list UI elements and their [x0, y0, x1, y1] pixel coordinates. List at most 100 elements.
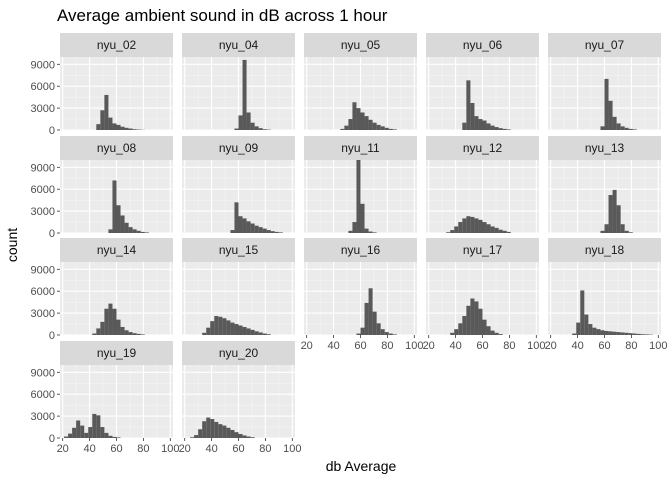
histogram-bar — [580, 290, 585, 335]
histogram-bar — [616, 332, 621, 335]
facet-label: nyu_09 — [219, 141, 259, 155]
histogram-bar — [112, 180, 117, 233]
histogram-bar — [108, 435, 113, 438]
histogram-bar — [486, 224, 491, 233]
histogram-bar — [238, 433, 243, 438]
facet-panel: nyu_05 — [304, 33, 417, 131]
histogram-bar — [258, 227, 263, 233]
facet-label: nyu_16 — [341, 243, 381, 257]
histogram-bar — [636, 333, 641, 335]
histogram-bar — [210, 321, 215, 335]
x-tick-label: 60 — [110, 443, 122, 455]
histogram-bar — [116, 437, 121, 438]
histogram-bar — [222, 425, 227, 438]
histogram-bar — [380, 329, 385, 335]
histogram-bar — [64, 436, 69, 438]
x-tick-label: 80 — [625, 340, 637, 352]
histogram-bar — [92, 413, 97, 438]
histogram-bar — [96, 124, 101, 130]
histogram-bar — [502, 230, 507, 233]
histogram-bar — [100, 427, 105, 438]
facet-panel: nyu_18 20 40 60 80 100 — [545, 238, 667, 352]
histogram-bar — [584, 314, 589, 335]
histogram-bar — [462, 218, 467, 233]
facet-strip — [304, 33, 417, 57]
histogram-bar — [344, 125, 349, 130]
histogram-bar — [632, 129, 637, 130]
histogram-bar — [478, 219, 483, 233]
y-tick-label: 3000 — [31, 206, 55, 218]
histogram-bar — [198, 429, 203, 438]
x-tick-label: 20 — [545, 340, 557, 352]
histogram-bar — [640, 334, 645, 335]
facet-panel: nyu_08 0 3000 6000 9000 — [31, 136, 173, 240]
y-tick-label: 3000 — [31, 308, 55, 320]
histogram-bar — [470, 298, 475, 335]
y-tick-label: 6000 — [31, 286, 55, 298]
histogram-bar — [234, 324, 239, 335]
x-tick-label: 20 — [301, 340, 313, 352]
histogram-bar — [72, 427, 77, 438]
facet-strip — [548, 136, 661, 160]
histogram-bar — [446, 232, 451, 233]
facet-label: nyu_04 — [219, 38, 259, 52]
histogram-bar — [604, 330, 609, 335]
facet-strip — [60, 341, 173, 365]
x-tick-label: 60 — [598, 340, 610, 352]
facet-panel: nyu_13 — [548, 136, 661, 234]
histogram-bar — [246, 112, 251, 130]
histogram-bar — [258, 128, 263, 130]
histogram-bar — [620, 126, 625, 130]
histogram-bar — [132, 229, 137, 233]
histogram-bar — [238, 216, 243, 233]
histogram-bar — [246, 221, 251, 233]
facet-label: nyu_17 — [463, 243, 503, 257]
x-tick-label: 40 — [83, 443, 95, 455]
histogram-bar — [506, 129, 511, 130]
histogram-bar — [222, 318, 227, 335]
histogram-bar — [620, 332, 625, 335]
histogram-bar — [242, 218, 247, 233]
histogram-bar — [132, 129, 137, 130]
histogram-bar — [376, 124, 381, 130]
histogram-bar — [234, 432, 239, 438]
x-tick-label: 20 — [423, 340, 435, 352]
histogram-bar — [620, 224, 625, 233]
histogram-bar — [604, 78, 609, 130]
histogram-bar — [218, 424, 223, 438]
facet-panel: nyu_09 — [182, 136, 295, 234]
histogram-bar — [226, 427, 231, 438]
histogram-bar — [234, 202, 239, 233]
facet-label: nyu_19 — [97, 346, 137, 360]
y-tick-label: 3000 — [31, 103, 55, 115]
histogram-bar — [380, 126, 385, 130]
histogram-bar — [108, 229, 113, 233]
y-tick-label: 3000 — [31, 411, 55, 423]
histogram-bar — [486, 123, 491, 130]
histogram-bar — [364, 302, 369, 335]
histogram-bar — [458, 323, 463, 335]
histogram-bar — [206, 417, 211, 438]
histogram-bar — [372, 311, 377, 335]
facet-label: nyu_15 — [219, 243, 259, 257]
facet-panel: nyu_20 20 40 60 80 100 — [179, 341, 301, 455]
histogram-bar — [112, 436, 117, 438]
histogram-bar — [356, 160, 361, 233]
histogram-bar — [498, 128, 503, 130]
x-tick-label: 80 — [259, 443, 271, 455]
histogram-bar — [88, 427, 93, 438]
histogram-bar — [600, 230, 605, 233]
histogram-bar — [112, 308, 117, 335]
histogram-bar — [486, 326, 491, 335]
histogram-bar — [466, 80, 471, 130]
histogram-bar — [454, 226, 459, 233]
histogram-bar — [462, 122, 467, 130]
chart-title: Average ambient sound in dB across 1 hou… — [57, 6, 388, 25]
histogram-bar — [616, 123, 621, 130]
histogram-bar — [262, 129, 267, 130]
histogram-bar — [368, 231, 373, 233]
histogram-bar — [482, 120, 487, 130]
histogram-bar — [214, 316, 219, 335]
histogram-bar — [576, 322, 581, 335]
y-tick-label: 9000 — [31, 264, 55, 276]
